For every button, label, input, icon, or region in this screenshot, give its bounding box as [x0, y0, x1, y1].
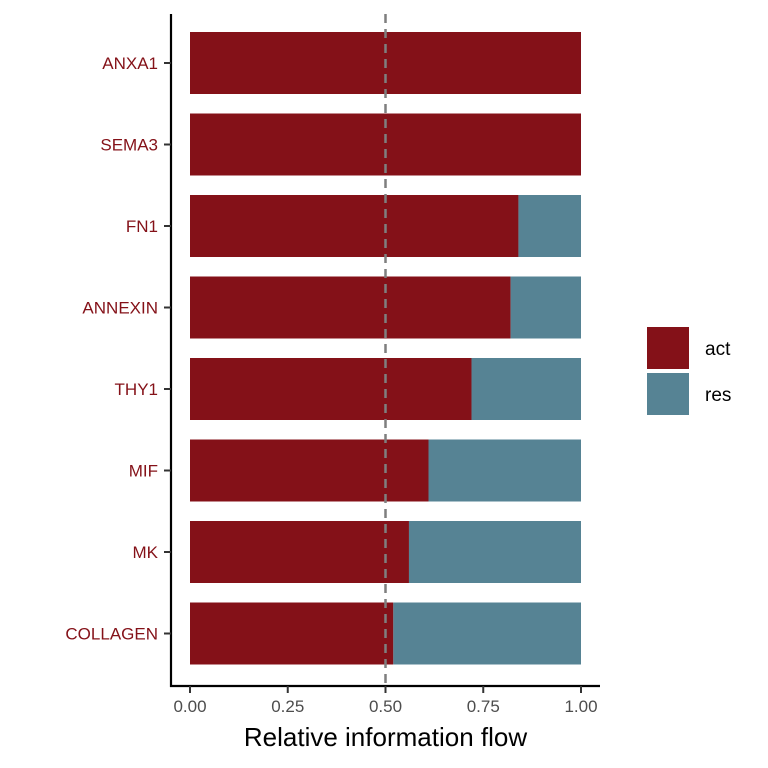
bars-layer — [190, 32, 581, 665]
bar-thy1-act — [190, 358, 472, 420]
bar-fn1-act — [190, 195, 519, 257]
x-tick-label: 0.00 — [173, 697, 206, 716]
bar-collagen-res — [393, 602, 581, 665]
x-tick-label: 0.50 — [369, 697, 402, 716]
y-tick-label-mif: MIF — [129, 462, 158, 481]
y-tick-label-collagen: COLLAGEN — [65, 625, 158, 644]
bar-thy1-res — [471, 358, 581, 420]
y-tick-label-mk: MK — [133, 543, 159, 562]
y-tick-label-thy1: THY1 — [115, 380, 158, 399]
bar-mif-res — [428, 439, 581, 502]
y-tick-label-annexin: ANNEXIN — [82, 299, 158, 318]
legend: act res — [647, 327, 731, 415]
legend-label-act: act — [705, 339, 731, 360]
bar-mk-act — [190, 521, 409, 583]
bar-annexin-res — [510, 276, 581, 339]
y-axis-ticks: ANXA1 SEMA3 FN1 ANNEXIN THY1 MIF MK COLLAGEN — [65, 54, 171, 644]
bar-mif-act — [190, 439, 429, 502]
bar-annexin-act — [190, 276, 511, 339]
bar-collagen-act — [190, 602, 394, 665]
x-tick-label: 1.00 — [564, 697, 597, 716]
y-tick-label-fn1: FN1 — [126, 217, 158, 236]
x-tick-label: 0.75 — [467, 697, 500, 716]
bar-fn1-res — [518, 195, 581, 257]
y-tick-label-sema3: SEMA3 — [100, 136, 158, 155]
legend-key-act — [647, 327, 689, 369]
y-tick-label-anxa1: ANXA1 — [102, 54, 158, 73]
legend-label-res: res — [705, 385, 731, 406]
x-tick-label: 0.25 — [271, 697, 304, 716]
bar-mk-res — [408, 521, 581, 583]
x-axis-ticks: 0.00 0.25 0.50 0.75 1.00 — [173, 686, 598, 716]
x-axis-title: Relative information flow — [244, 722, 527, 752]
legend-key-res — [647, 373, 689, 415]
